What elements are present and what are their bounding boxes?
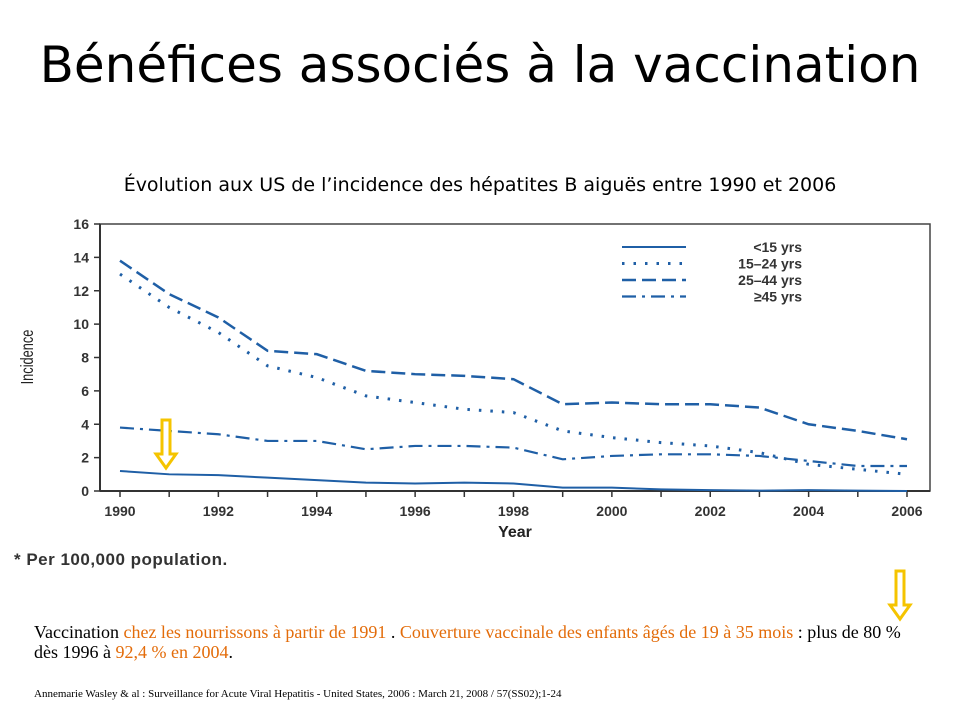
x-tick-label: 1992 bbox=[203, 503, 234, 519]
note-text: : plus de 80 % dès 1996 à bbox=[34, 622, 901, 662]
x-tick-label: 1996 bbox=[400, 503, 431, 519]
x-tick-label: 2000 bbox=[596, 503, 627, 519]
note-highlight: Couverture vaccinale des enfants âgés de… bbox=[399, 622, 794, 642]
x-tick-label: 1994 bbox=[301, 503, 332, 519]
y-tick-label: 0 bbox=[81, 483, 89, 499]
chart-subtitle: Évolution aux US de l’incidence des hépa… bbox=[123, 174, 837, 196]
note-text: . bbox=[228, 642, 233, 662]
legend-label: <15 yrs bbox=[753, 239, 802, 255]
y-tick-label: 4 bbox=[81, 416, 89, 432]
note-text: . bbox=[390, 622, 400, 642]
x-tick-label: 1998 bbox=[498, 503, 529, 519]
legend-label: 25–44 yrs bbox=[738, 272, 802, 288]
y-tick-label: 8 bbox=[81, 350, 89, 366]
series-line-dashdot bbox=[119, 426, 907, 468]
note-highlight: 92,4 % en 2004 bbox=[115, 642, 229, 662]
plot-frame bbox=[99, 223, 931, 492]
note-highlight: chez les nourrissons à partir de 1991 bbox=[123, 622, 391, 642]
x-tick-label: 2004 bbox=[793, 503, 824, 519]
y-axis-label: Incidence bbox=[18, 330, 37, 385]
legend-label: ≥45 yrs bbox=[754, 289, 802, 305]
y-tick-label: 16 bbox=[73, 216, 89, 232]
legend-label: 15–24 yrs bbox=[738, 256, 802, 272]
y-tick-label: 12 bbox=[73, 283, 89, 299]
reference: Annemarie Wasley & al : Surveillance for… bbox=[34, 688, 562, 700]
y-tick-label: 2 bbox=[81, 450, 89, 466]
vaccination-note: Vaccination chez les nourrissons à parti… bbox=[34, 622, 914, 662]
y-tick-label: 10 bbox=[73, 316, 89, 332]
down-arrow-icon bbox=[887, 569, 913, 622]
note-text: Vaccination bbox=[34, 622, 124, 642]
series-line-solid bbox=[119, 469, 908, 492]
down-arrow-icon bbox=[153, 418, 179, 471]
x-tick-label: 2006 bbox=[891, 503, 922, 519]
footnote: * Per 100,000 population. bbox=[14, 550, 228, 569]
y-tick-label: 14 bbox=[73, 249, 89, 265]
y-tick-label: 6 bbox=[81, 383, 89, 399]
x-tick-label: 1990 bbox=[104, 503, 135, 519]
x-tick-label: 2002 bbox=[695, 503, 726, 519]
slide-title: Bénéfices associés à la vaccination bbox=[39, 36, 921, 94]
x-axis-label: Year bbox=[498, 524, 532, 541]
